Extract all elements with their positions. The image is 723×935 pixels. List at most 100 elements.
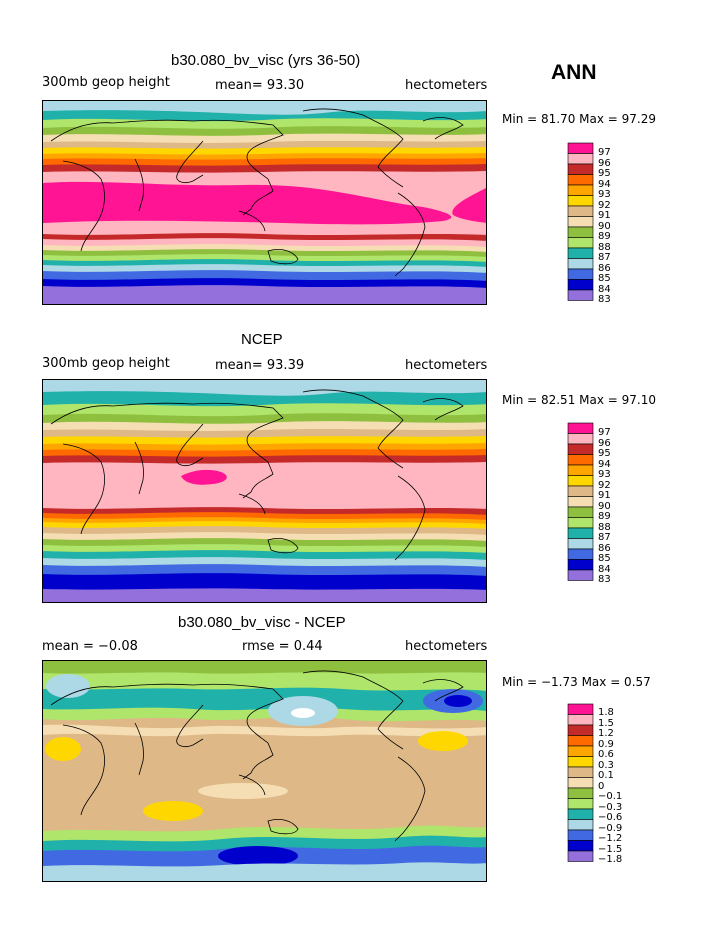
legend-label: 86 (598, 262, 611, 274)
legend-label: 89 (598, 231, 611, 242)
band-97-warm-pool (181, 469, 227, 485)
legend-label: 96 (598, 437, 611, 449)
panel3-mean-label: mean = −0.08 (42, 639, 138, 654)
legend-label: 96 (598, 157, 611, 169)
legend-label: 87 (598, 532, 611, 543)
panel1-contour-map (42, 100, 487, 305)
diff-band-neg0-6-antarctic (43, 862, 486, 881)
colorbar-swatch (567, 205, 594, 217)
legend-label: 92 (598, 479, 611, 491)
legend-label: −0.1 (598, 791, 623, 802)
colorbar-swatch (567, 475, 594, 487)
colorbar-swatch (567, 485, 594, 497)
diff-blob-0-3-east (418, 731, 468, 751)
panel3-title: b30.080_bv_visc - NCEP (178, 614, 346, 631)
colorbar-swatch (567, 538, 594, 550)
legend-label: 92 (598, 199, 611, 211)
colorbar-swatch (567, 787, 594, 799)
panel3-rmse-label: rmse = 0.44 (242, 639, 323, 654)
colorbar-swatch (567, 226, 594, 238)
legend-label: 1.8 (598, 707, 614, 718)
colorbar-swatch (567, 247, 594, 259)
colorbar-swatch (567, 735, 594, 747)
legend-label: 87 (598, 252, 611, 263)
legend-label: 93 (598, 469, 611, 480)
colorbar-swatch (567, 819, 594, 831)
colorbar-swatch (567, 850, 594, 862)
coastlines (50, 108, 464, 277)
colorbar-swatch (567, 184, 594, 196)
colorbar-swatch (567, 703, 594, 715)
legend-label: 90 (598, 220, 611, 232)
colorbar-swatch (567, 237, 594, 249)
diff-blob-0-3-west (45, 737, 81, 761)
colorbar-swatch (567, 777, 594, 789)
legend-label: 91 (598, 210, 611, 221)
legend-label: 93 (598, 189, 611, 200)
panel2-contour-map (42, 379, 487, 603)
colorbar-swatch (567, 559, 594, 571)
legend-label: 86 (598, 542, 611, 554)
season-label: ANN (551, 61, 597, 84)
colorbar-swatch (567, 756, 594, 768)
diff-band-0-south (198, 783, 288, 799)
colorbar-swatch (567, 258, 594, 270)
legend-label: −0.3 (598, 801, 623, 813)
colorbar-swatch (567, 216, 594, 228)
legend-label: 84 (598, 283, 611, 295)
colorbar-swatch (567, 289, 594, 301)
legend-label: 95 (598, 168, 611, 179)
legend-label: 0.1 (598, 770, 614, 781)
colorbar-swatch (567, 548, 594, 560)
panel3-units-label: hectometers (405, 639, 488, 654)
legend-label: 0 (598, 780, 605, 792)
colorbar-swatch (567, 422, 594, 434)
colorbar-swatch (567, 714, 594, 726)
panel2-colorbar (567, 422, 594, 582)
colorbar-swatch (567, 724, 594, 736)
panel2-variable-label: 300mb geop height (42, 356, 170, 371)
band-97-east (452, 188, 486, 223)
diff-blob-neg1-5-atlantic (444, 695, 472, 707)
legend-label: 84 (598, 563, 611, 575)
legend-label: 91 (598, 490, 611, 501)
colorbar-swatch (567, 433, 594, 445)
panel1-units-label: hectometers (405, 78, 488, 93)
legend-label: 97 (598, 147, 611, 158)
panel1-minmax: Min = 81.70 Max = 97.29 (502, 112, 656, 126)
colorbar-swatch (567, 142, 594, 154)
legend-label: 85 (598, 273, 611, 284)
colorbar-swatch (567, 163, 594, 175)
legend-label: 1.5 (598, 717, 614, 729)
colorbar-swatch (567, 527, 594, 539)
panel1-title: b30.080_bv_visc (yrs 36-50) (171, 52, 361, 69)
legend-label: 89 (598, 511, 611, 522)
legend-label: −1.5 (598, 843, 623, 855)
diff-blob-neg0-9-nw (46, 674, 90, 698)
panel1-colorbar (567, 142, 594, 302)
legend-label: 1.2 (598, 728, 614, 739)
panel3-minmax: Min = −1.73 Max = 0.57 (502, 675, 651, 689)
panel3-colorbar (567, 703, 594, 863)
colorbar-swatch (567, 443, 594, 455)
diff-blob-neg1-5-south (218, 846, 298, 866)
colorbar-swatch (567, 153, 594, 165)
legend-label: −0.9 (598, 822, 623, 834)
legend-label: −1.2 (598, 833, 623, 844)
colorbar-swatch (567, 829, 594, 841)
panel1-mean-label: mean= 93.30 (215, 78, 305, 93)
legend-label: 85 (598, 553, 611, 564)
colorbar-swatch (567, 454, 594, 466)
panel1-variable-label: 300mb geop height (42, 75, 170, 90)
legend-label: 83 (598, 574, 611, 585)
diff-blob-min (291, 708, 315, 718)
panel2-title: NCEP (241, 331, 283, 348)
diff-band-0 (43, 724, 486, 737)
legend-label: 90 (598, 500, 611, 512)
legend-label: 0.6 (598, 749, 614, 760)
panel3-contour-map (42, 660, 487, 882)
diff-blob-0-3-south (143, 801, 203, 821)
band-86-north (43, 101, 486, 115)
legend-label: 88 (598, 241, 611, 253)
panel2-minmax: Min = 82.51 Max = 97.10 (502, 393, 656, 407)
